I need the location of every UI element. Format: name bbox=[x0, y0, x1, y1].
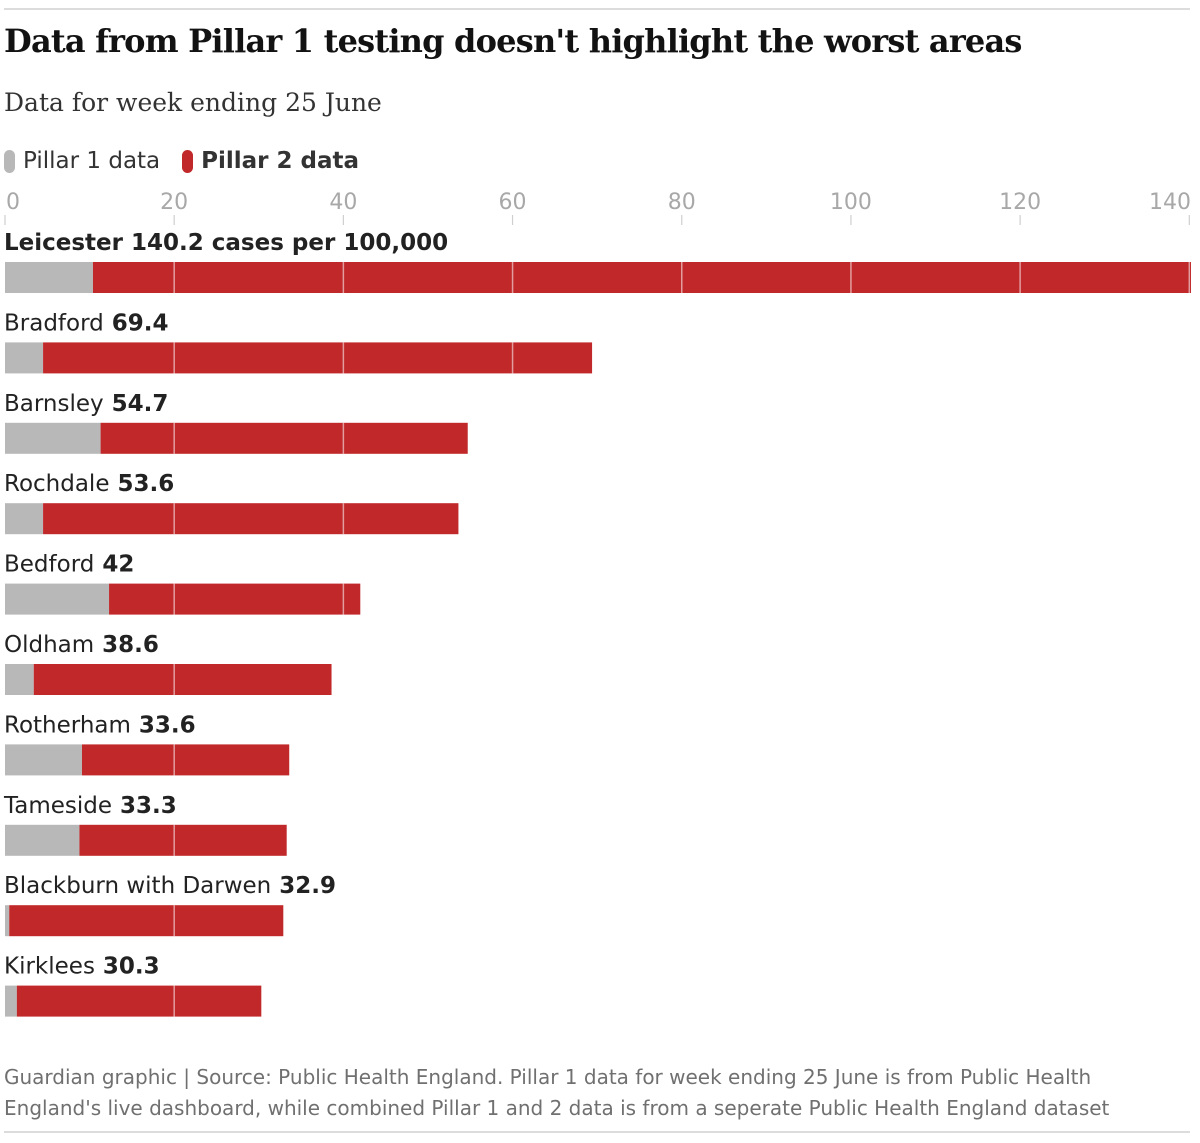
bar-pillar-2 bbox=[9, 905, 284, 937]
top-divider bbox=[4, 8, 1190, 10]
x-tick-label: 0 bbox=[6, 190, 20, 215]
x-tick-label: 120 bbox=[999, 190, 1041, 215]
bar-pillar-2 bbox=[100, 422, 468, 454]
category-labels: Leicester 140.2 cases per 100,000 Bradfor… bbox=[3, 230, 448, 980]
total-value-label: 42 bbox=[94, 552, 134, 578]
category-name: Barnsley bbox=[4, 391, 104, 417]
category-name: Tameside bbox=[3, 793, 112, 819]
bar-pillar-1 bbox=[5, 503, 44, 535]
legend-item-pillar-2: Pillar 2 data bbox=[182, 148, 359, 174]
bar-pillar-1 bbox=[5, 262, 93, 293]
x-tick-label: 60 bbox=[499, 190, 527, 215]
category-name: Rochdale bbox=[4, 471, 109, 497]
bar-pillar-2 bbox=[92, 262, 1191, 293]
bar-pillar-2 bbox=[79, 824, 287, 856]
stacked-bar-chart: 0 20 40 60 80 100 120 140 Leicester 140.2 cases… bbox=[3, 190, 1191, 1017]
category-name: Kirklees bbox=[4, 954, 95, 980]
x-axis-ticks: 0 20 40 60 80 100 120 140 bbox=[4, 190, 1191, 225]
source-note: Guardian graphic | Source: Public Health… bbox=[4, 1065, 1110, 1120]
total-value-label: 33.3 bbox=[112, 793, 177, 819]
total-value-label: 69.4 bbox=[104, 310, 169, 336]
chart-title: Data from Pillar 1 testing doesn't highl… bbox=[4, 22, 1022, 60]
category-label: Bradford 69.4 bbox=[4, 310, 169, 336]
legend: Pillar 1 data Pillar 2 data bbox=[4, 146, 381, 176]
x-tick-label: 100 bbox=[830, 190, 872, 215]
category-name: Oldham bbox=[4, 632, 94, 658]
bar-pillar-1 bbox=[5, 985, 17, 1017]
grid-layer bbox=[173, 262, 1191, 1017]
legend-item-pillar-1: Pillar 1 data bbox=[4, 148, 160, 174]
category-label: Kirklees 30.3 bbox=[4, 954, 160, 980]
category-label: Barnsley 54.7 bbox=[4, 391, 168, 417]
chart-subtitle: Data for week ending 25 June bbox=[4, 88, 382, 117]
bar-pillar-1 bbox=[5, 583, 110, 615]
bar-pillar-1 bbox=[5, 905, 10, 937]
category-name: Bedford bbox=[4, 552, 94, 578]
total-value-label: 53.6 bbox=[109, 471, 174, 497]
bar-pillar-1 bbox=[5, 664, 34, 695]
legend-label-pillar-2: Pillar 2 data bbox=[201, 148, 360, 174]
bar-pillar-2 bbox=[16, 985, 262, 1017]
bar-pillar-2 bbox=[43, 503, 459, 535]
total-value-label: 54.7 bbox=[104, 391, 169, 417]
category-label: Blackburn with Darwen 32.9 bbox=[4, 873, 336, 899]
category-name: Leicester bbox=[4, 230, 124, 256]
category-label: Leicester 140.2 cases per 100,000 bbox=[4, 230, 448, 256]
bar-pillar-2 bbox=[81, 744, 290, 776]
x-tick-label: 80 bbox=[668, 190, 696, 215]
total-value-label: 33.6 bbox=[131, 712, 196, 738]
bar-pillar-1 bbox=[5, 342, 44, 374]
legend-swatch-pillar-2 bbox=[182, 149, 194, 173]
category-label: Bedford 42 bbox=[4, 552, 134, 578]
total-value-label: 38.6 bbox=[94, 632, 159, 658]
bars-layer bbox=[5, 262, 1191, 1017]
x-tick-label: 140 bbox=[1149, 190, 1191, 215]
bar-pillar-2 bbox=[43, 342, 593, 374]
bar-pillar-1 bbox=[5, 744, 82, 776]
category-label: Rochdale 53.6 bbox=[4, 471, 174, 497]
category-label: Oldham 38.6 bbox=[4, 632, 159, 658]
bar-pillar-1 bbox=[5, 824, 80, 856]
category-name: Bradford bbox=[4, 310, 104, 336]
legend-swatch-pillar-1 bbox=[4, 149, 15, 173]
bar-pillar-2 bbox=[33, 664, 332, 695]
bottom-divider bbox=[4, 1131, 1190, 1133]
total-value-label: 140.2 cases per 100,000 bbox=[123, 230, 448, 256]
total-value-label: 32.9 bbox=[271, 873, 336, 899]
category-name: Blackburn with Darwen bbox=[4, 873, 271, 899]
bar-pillar-1 bbox=[5, 422, 101, 454]
category-name: Rotherham bbox=[4, 712, 131, 738]
category-label: Rotherham 33.6 bbox=[4, 712, 196, 738]
x-tick-label: 40 bbox=[329, 190, 357, 215]
x-tick-label: 20 bbox=[160, 190, 188, 215]
total-value-label: 30.3 bbox=[95, 954, 160, 980]
bar-pillar-2 bbox=[109, 583, 361, 615]
category-label: Tameside 33.3 bbox=[3, 793, 177, 819]
legend-label-pillar-1: Pillar 1 data bbox=[23, 148, 161, 174]
